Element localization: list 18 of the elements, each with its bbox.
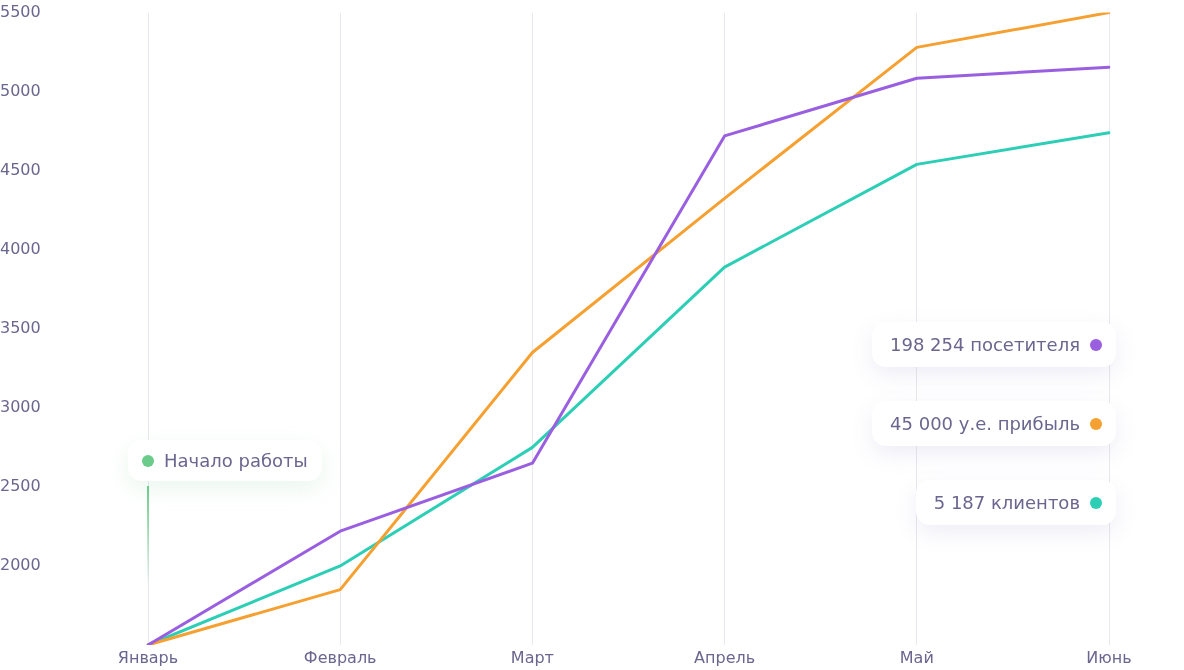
x-tick-label: Апрель xyxy=(694,647,756,667)
y-tick-label: 4500 xyxy=(0,159,41,179)
x-tick-label: Июнь xyxy=(1086,647,1132,667)
x-tick-label: Январь xyxy=(117,647,179,667)
y-tick-label: 3500 xyxy=(0,317,41,337)
legend-label: 5 187 клиентов xyxy=(933,492,1080,513)
legend-label: 45 000 у.е. прибыль xyxy=(890,413,1080,434)
x-tick-label: Март xyxy=(510,647,554,667)
y-tick-label: 5500 xyxy=(0,1,41,21)
legend-label: 198 254 посетителя xyxy=(890,334,1080,355)
y-tick-label: 4000 xyxy=(0,238,41,258)
x-tick-label: Май xyxy=(899,647,934,667)
x-tick-label: Февраль xyxy=(303,647,377,667)
y-tick-label: 5000 xyxy=(0,80,41,100)
y-tick-label: 2500 xyxy=(0,476,41,496)
y-tick-label: 3000 xyxy=(0,397,41,417)
y-tick-label: 2000 xyxy=(0,555,41,575)
annotation: Начало работы xyxy=(164,450,308,471)
